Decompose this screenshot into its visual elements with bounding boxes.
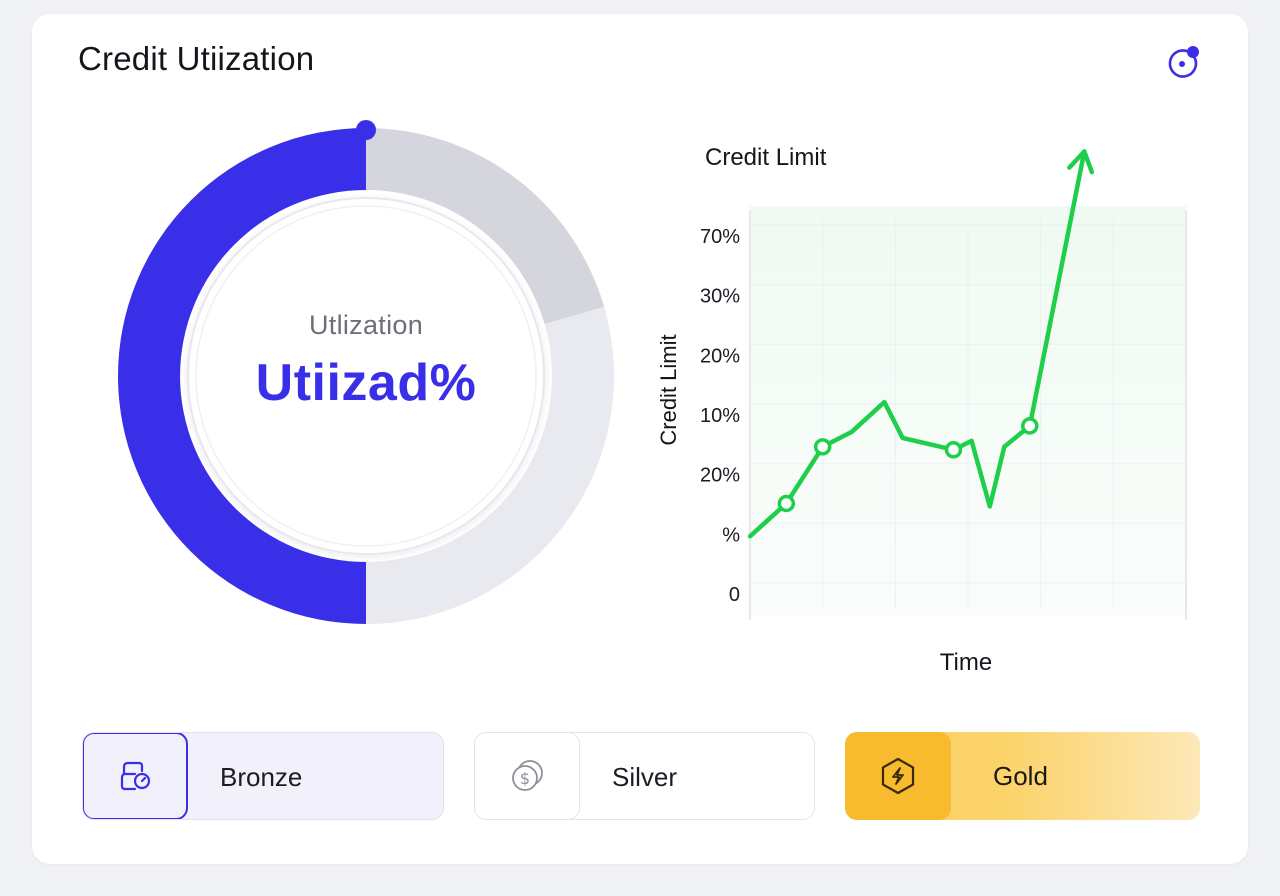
credit-limit-plot: 0% 20% 10% 20% 30% 70% Credit Limit Credit Li… — [656, 144, 1187, 676]
data-point — [777, 494, 796, 513]
tier-silver-button[interactable]: $ Silver — [474, 732, 815, 820]
gauge-inner-ring — [195, 205, 537, 547]
y-tick-label: 30% — [700, 286, 740, 308]
tier-gold-label: Gold — [993, 761, 1048, 791]
gauge-inner-face — [187, 197, 545, 555]
data-point — [813, 438, 832, 456]
utilization-gauge — [110, 120, 622, 632]
gauge-knob[interactable] — [356, 120, 376, 140]
chart-title: Credit Limit — [705, 144, 827, 171]
gauge-utilized-segment — [118, 128, 366, 624]
tier-silver-label: Silver — [612, 762, 678, 792]
tier-bronze-button[interactable]: Bronze — [82, 732, 444, 820]
coins-dollar-icon: $ — [512, 760, 543, 791]
y-tick-label: % — [722, 524, 740, 546]
gauge-remaining-segment-light — [366, 306, 614, 624]
y-tick-label: 70% — [700, 226, 740, 248]
tier-gold-button[interactable]: Gold — [845, 732, 1200, 820]
y-tick-label: 20% — [700, 465, 740, 487]
page-title: Credit Utiization — [78, 40, 315, 77]
y-tick-label: 20% — [700, 345, 740, 367]
svg-text:$: $ — [520, 769, 530, 788]
settings-button[interactable] — [1164, 44, 1202, 82]
chart-y-axis-label: Credit Limit — [656, 334, 681, 445]
chart-x-axis-label: Time — [940, 649, 992, 676]
gauge-remaining-segment-dark — [366, 128, 605, 325]
hexagon-bolt-icon — [881, 757, 915, 795]
document-check-icon — [120, 761, 151, 791]
gauge-value: Utiizad% — [255, 354, 477, 412]
series-arrowhead — [1067, 149, 1095, 175]
utilization-donut — [118, 120, 614, 624]
tier-selector: Bronze $ Silver Gold — [82, 732, 1200, 822]
y-tick-label: 0 — [729, 584, 740, 606]
y-tick-label: 10% — [700, 405, 740, 427]
gauge-center: Utlization Utiizad% — [110, 310, 622, 413]
tier-gold-icon-box — [845, 732, 951, 820]
chart-area-fill — [750, 206, 1186, 616]
series-line — [747, 149, 1087, 539]
tier-bronze-icon-box — [83, 733, 188, 819]
data-point — [944, 441, 963, 459]
tier-bronze-label: Bronze — [220, 762, 303, 792]
settings-dot-icon — [1168, 46, 1199, 78]
gauge-label: Utlization — [308, 310, 424, 340]
data-point — [1021, 417, 1039, 435]
credit-limit-chart: 0% 20% 10% 20% 30% 70% Credit Limit Credit Li… — [640, 120, 1240, 700]
tier-silver-icon-box: $ — [475, 733, 580, 819]
